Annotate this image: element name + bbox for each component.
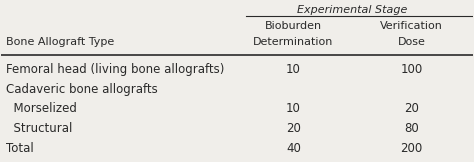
Text: Experimental Stage: Experimental Stage xyxy=(297,5,408,15)
Text: Structural: Structural xyxy=(6,122,73,135)
Text: Morselized: Morselized xyxy=(6,103,77,116)
Text: Femoral head (living bone allografts): Femoral head (living bone allografts) xyxy=(6,63,225,76)
Text: Bioburden: Bioburden xyxy=(265,21,322,31)
Text: 20: 20 xyxy=(286,122,301,135)
Text: Total: Total xyxy=(6,142,34,155)
Text: 10: 10 xyxy=(286,103,301,116)
Text: 40: 40 xyxy=(286,142,301,155)
Text: 80: 80 xyxy=(404,122,419,135)
Text: 10: 10 xyxy=(286,63,301,76)
Text: Verification: Verification xyxy=(380,21,443,31)
Text: Bone Allograft Type: Bone Allograft Type xyxy=(6,37,114,47)
Text: 200: 200 xyxy=(400,142,422,155)
Text: 100: 100 xyxy=(400,63,422,76)
Text: Dose: Dose xyxy=(397,37,425,47)
Text: Cadaveric bone allografts: Cadaveric bone allografts xyxy=(6,83,158,96)
Text: Determination: Determination xyxy=(254,37,334,47)
Text: 20: 20 xyxy=(404,103,419,116)
